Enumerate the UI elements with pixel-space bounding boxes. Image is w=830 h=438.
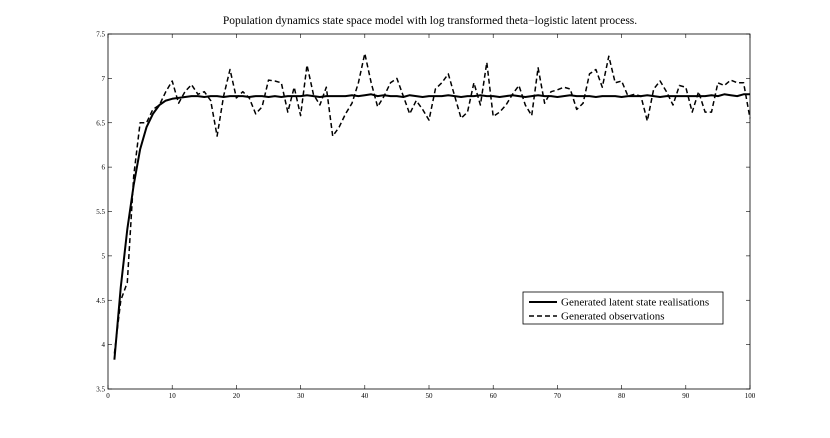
y-tick-label: 6.5 bbox=[96, 119, 105, 127]
x-tick-label: 30 bbox=[297, 392, 305, 400]
x-tick-label: 50 bbox=[426, 392, 434, 400]
series-line-latent-state bbox=[113, 93, 750, 360]
x-tick-label: 80 bbox=[618, 392, 626, 400]
y-tick-label: 6 bbox=[102, 164, 106, 172]
y-tick-label: 7 bbox=[102, 75, 106, 83]
y-tick-label: 4.5 bbox=[96, 297, 105, 305]
x-tick-label: 60 bbox=[490, 392, 498, 400]
x-tick-label: 100 bbox=[745, 392, 756, 400]
x-tick-label: 0 bbox=[106, 392, 110, 400]
x-tick-label: 20 bbox=[233, 392, 241, 400]
x-axis: 0 10 20 30 40 50 60 70 80 90 100 bbox=[106, 34, 756, 400]
y-tick-label: 5.5 bbox=[96, 208, 105, 216]
chart-title: Population dynamics state space model wi… bbox=[223, 15, 637, 27]
y-tick-label: 5 bbox=[102, 252, 106, 260]
x-tick-label: 70 bbox=[554, 392, 562, 400]
plot-frame bbox=[107, 33, 751, 390]
legend-box bbox=[522, 291, 724, 325]
series-line-observations bbox=[113, 52, 751, 354]
series-layer bbox=[113, 52, 751, 360]
y-tick-label: 4 bbox=[102, 341, 106, 349]
legend: Generated latent state realisations Gene… bbox=[522, 291, 724, 325]
x-tick-label: 90 bbox=[682, 392, 690, 400]
legend-label-observations: Generated observations bbox=[561, 311, 665, 323]
y-axis: 3.5 4 4.5 5 5.5 6 6.5 7 7.5 bbox=[96, 31, 750, 394]
x-tick-label: 10 bbox=[169, 392, 177, 400]
y-tick-label: 7.5 bbox=[96, 31, 105, 39]
legend-label-latent-state: Generated latent state realisations bbox=[561, 297, 709, 309]
x-tick-label: 40 bbox=[361, 392, 369, 400]
y-tick-label: 3.5 bbox=[96, 386, 105, 394]
